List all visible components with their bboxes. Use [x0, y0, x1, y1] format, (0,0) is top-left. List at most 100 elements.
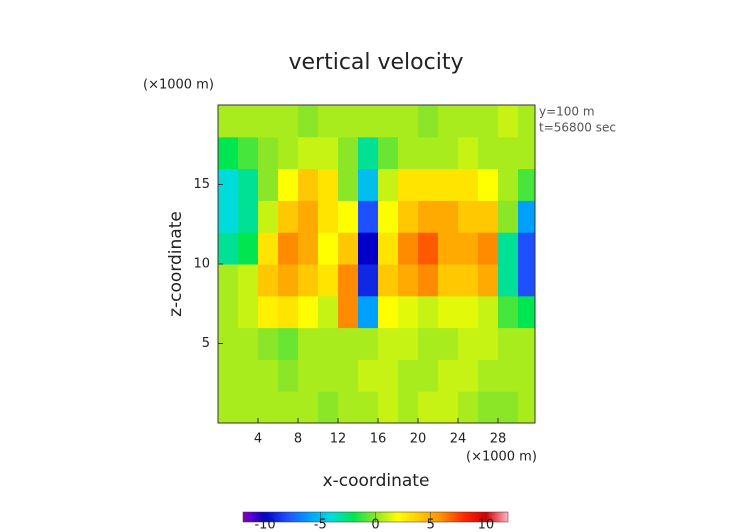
- contour-cell: [378, 105, 399, 138]
- contour-cell: [358, 264, 379, 297]
- contour-cell: [218, 295, 239, 329]
- contour-cell: [218, 327, 239, 360]
- contour-cell: [338, 136, 359, 170]
- contour-cell: [258, 359, 279, 392]
- contour-cell: [218, 264, 239, 297]
- contour-cell: [298, 359, 319, 392]
- x-tick-label: 4: [254, 432, 262, 447]
- contour-cell: [418, 232, 439, 265]
- contour-cell: [238, 136, 259, 170]
- contour-cell: [318, 264, 339, 297]
- y-axis-label: z-coordinate: [166, 211, 186, 317]
- contour-cell: [458, 136, 479, 170]
- contour-cell: [278, 168, 299, 201]
- contour-cell: [218, 168, 239, 201]
- contour-cell: [258, 232, 279, 265]
- contour-cell: [318, 391, 339, 423]
- contour-cell: [218, 232, 239, 265]
- contour-cell: [258, 327, 279, 360]
- contour-cell: [518, 232, 535, 265]
- contour-cell: [358, 359, 379, 392]
- contour-cell: [338, 264, 359, 297]
- contour-cell: [398, 264, 419, 297]
- contour-cell: [478, 136, 499, 170]
- contour-cell: [458, 105, 479, 138]
- contour-cell: [498, 295, 519, 329]
- contour-cell: [498, 136, 519, 170]
- contour-cell: [238, 105, 259, 138]
- contour-cell: [358, 168, 379, 201]
- contour-cell: [358, 327, 379, 360]
- contour-cell: [438, 105, 459, 138]
- contour-cell: [518, 105, 535, 138]
- contour-cell: [338, 295, 359, 329]
- contour-cell: [218, 136, 239, 170]
- colorbar-tick-label: -5: [314, 518, 327, 532]
- contour-cell: [278, 391, 299, 423]
- contour-cell: [358, 391, 379, 423]
- contour-cell: [518, 264, 535, 297]
- contour-cell: [298, 264, 319, 297]
- contour-cell: [498, 200, 519, 233]
- contour-cell: [298, 200, 319, 233]
- contour-cell: [438, 168, 459, 201]
- colorbar-tick-label: 10: [478, 518, 495, 532]
- contour-cell: [338, 359, 359, 392]
- contour-cell: [258, 264, 279, 297]
- contour-cell: [218, 105, 239, 138]
- contour-cell: [278, 264, 299, 297]
- contour-cell: [238, 359, 259, 392]
- contour-cell: [438, 295, 459, 329]
- contour-cell: [458, 359, 479, 392]
- x-tick-label: 16: [370, 432, 387, 447]
- contour-cell: [358, 105, 379, 138]
- contour-cell: [258, 168, 279, 201]
- contour-cell: [418, 136, 439, 170]
- contour-cell: [318, 105, 339, 138]
- contour-cell: [458, 327, 479, 360]
- colorbar-tick-label: 0: [371, 518, 379, 532]
- contour-cell: [338, 105, 359, 138]
- contour-cell: [378, 232, 399, 265]
- contour-cell: [358, 200, 379, 233]
- contour-cell: [398, 200, 419, 233]
- contour-cell: [398, 168, 419, 201]
- contour-cell: [518, 359, 535, 392]
- contour-cell: [218, 359, 239, 392]
- contour-cell: [418, 105, 439, 138]
- contour-cell: [218, 200, 239, 233]
- contour-cell: [278, 327, 299, 360]
- annotation: t=56800 sec: [539, 121, 616, 135]
- contour-cell: [478, 391, 499, 423]
- contour-cell: [238, 232, 259, 265]
- contour-cell: [398, 105, 419, 138]
- contour-cell: [278, 295, 299, 329]
- contour-cell: [418, 264, 439, 297]
- contour-cell: [438, 232, 459, 265]
- contour-cell: [498, 232, 519, 265]
- contour-cell: [478, 200, 499, 233]
- colorbar-tick-label: -10: [254, 518, 275, 532]
- contour-cell: [378, 168, 399, 201]
- contour-cell: [338, 168, 359, 201]
- y-tick-label: 5: [202, 336, 210, 351]
- contour-cell: [478, 295, 499, 329]
- x-unit: (×1000 m): [466, 450, 537, 465]
- contour-cell: [318, 295, 339, 329]
- contour-cell: [278, 136, 299, 170]
- contour-cell: [418, 295, 439, 329]
- contour-cell: [298, 136, 319, 170]
- contour-cell: [518, 168, 535, 201]
- contour-cell: [478, 168, 499, 201]
- contour-cell: [438, 200, 459, 233]
- contour-cell: [298, 327, 319, 360]
- contour-cell: [338, 327, 359, 360]
- contour-cell: [378, 295, 399, 329]
- contour-cell: [338, 200, 359, 233]
- contour-cell: [498, 391, 519, 423]
- contour-cell: [398, 327, 419, 360]
- contour-cell: [258, 136, 279, 170]
- contour-cell: [438, 136, 459, 170]
- x-axis-label: x-coordinate: [323, 471, 430, 491]
- contour-cell: [378, 136, 399, 170]
